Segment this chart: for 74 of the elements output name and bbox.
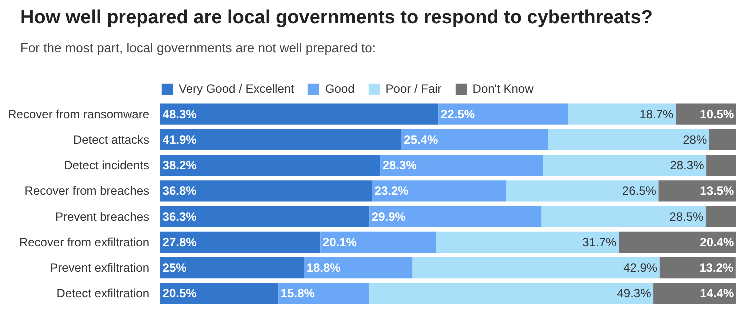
- data-label: 10.5%: [700, 107, 735, 122]
- bar: [706, 206, 736, 228]
- bar: [160, 155, 381, 176]
- data-label: 31.7%: [582, 235, 618, 250]
- data-label: 28.3%: [670, 158, 705, 173]
- bar: [160, 258, 304, 279]
- bar: [658, 180, 736, 202]
- data-label: 18.7%: [640, 107, 674, 122]
- bar: [654, 283, 736, 304]
- data-label: 48.3%: [162, 107, 198, 122]
- y-tick-label: Detect attacks: [73, 132, 150, 147]
- data-label: 28.3%: [382, 158, 418, 173]
- data-label: 14.4%: [700, 286, 735, 301]
- data-label: 18.8%: [306, 261, 342, 276]
- data-label: 38.2%: [162, 158, 198, 173]
- data-label: 42.9%: [624, 261, 658, 276]
- data-label: 23.2%: [374, 184, 410, 198]
- y-tick-label: Recover from exfiltration: [19, 235, 150, 250]
- bar: [506, 180, 659, 202]
- bar: [370, 283, 654, 304]
- bar: [402, 129, 548, 150]
- data-label: 41.9%: [162, 132, 198, 147]
- data-label: 22.5%: [441, 107, 476, 122]
- bar: [709, 129, 736, 150]
- legend-label: Good: [325, 82, 355, 96]
- y-tick-label: Detect incidents: [64, 158, 150, 173]
- bar: [160, 206, 370, 228]
- y-tick-label: Recover from breaches: [24, 184, 150, 198]
- chart-subtitle: For the most part, local governments are not well prepared to:: [20, 40, 376, 56]
- data-label: 20.1%: [322, 235, 358, 250]
- data-label: 27.8%: [162, 235, 198, 250]
- data-label: 36.3%: [162, 210, 198, 224]
- data-label: 25%: [162, 261, 188, 276]
- legend-label: Poor / Fair: [386, 82, 442, 96]
- data-label: 36.8%: [162, 184, 198, 198]
- y-tick-label: Prevent exfiltration: [50, 261, 150, 276]
- bar: [370, 206, 542, 228]
- bar: [568, 104, 676, 125]
- bar: [544, 155, 707, 176]
- y-tick-label: Prevent breaches: [55, 210, 150, 224]
- bar: [706, 155, 736, 176]
- data-label: 25.4%: [404, 132, 439, 147]
- bar: [548, 129, 710, 150]
- data-label: 28.5%: [670, 210, 704, 224]
- bar: [320, 232, 436, 253]
- bar: [372, 180, 506, 202]
- y-tick-label: Detect exfiltration: [56, 286, 150, 301]
- bar: [618, 232, 736, 253]
- data-label: 28%: [683, 132, 708, 147]
- bar: [160, 180, 372, 202]
- data-label: 13.2%: [700, 261, 734, 276]
- chart-title: How well prepared are local governments to respond to cyberthreats?: [20, 8, 653, 28]
- bar: [660, 258, 736, 279]
- bar: [160, 104, 439, 125]
- legend-label: Very Good / Excellent: [179, 82, 294, 96]
- data-label: 15.8%: [280, 286, 316, 301]
- bar: [412, 258, 660, 279]
- bar: [304, 258, 413, 279]
- data-label: 26.5%: [622, 184, 657, 198]
- bar: [160, 232, 321, 253]
- bar: [160, 283, 279, 304]
- data-label: 29.9%: [372, 210, 406, 224]
- legend-label: Don't Know: [472, 82, 534, 96]
- data-label: 49.3%: [617, 286, 652, 301]
- bar: [278, 283, 370, 304]
- data-label: 13.5%: [700, 184, 735, 198]
- bar: [160, 129, 402, 150]
- data-label: 20.5%: [162, 286, 198, 301]
- bar: [436, 232, 619, 253]
- bar: [438, 104, 568, 125]
- y-tick-label: Recover from ransomware: [8, 107, 150, 122]
- bar: [380, 155, 544, 176]
- bar: [542, 206, 706, 228]
- data-label: 20.4%: [700, 235, 735, 250]
